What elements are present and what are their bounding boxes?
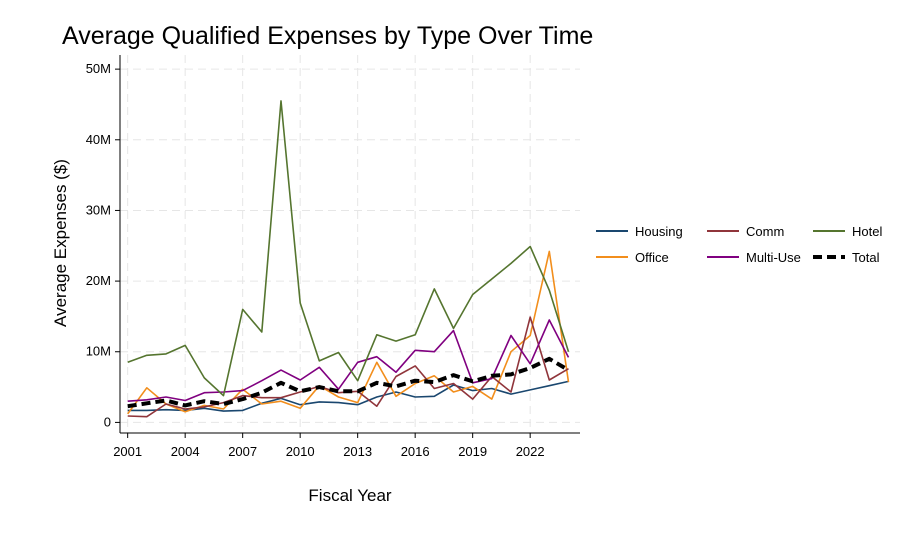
legend-label-housing: Housing [635,224,683,239]
y-tick-label: 50M [86,61,111,76]
series-line-hotel [127,100,570,397]
x-tick-label: 2019 [458,444,487,459]
y-axis-label: Average Expenses ($) [51,159,70,327]
x-axis-label: Fiscal Year [308,486,391,505]
series-lines [127,100,570,418]
x-tick-label: 2001 [113,444,142,459]
x-tick-label: 2004 [171,444,200,459]
legend-label-total: Total [852,250,880,265]
x-tick-label: 2013 [343,444,372,459]
legend: Housing Comm Hotel Office Multi-Use Total [596,224,882,265]
x-tick-label: 2007 [228,444,257,459]
chart-title: Average Qualified Expenses by Type Over … [62,22,593,50]
legend-label-comm: Comm [746,224,784,239]
y-tick-label: 10M [86,344,111,359]
x-tick-label: 2010 [286,444,315,459]
series-line-total [127,356,570,409]
legend-label-office: Office [635,250,669,265]
axes: 0 10M 20M 30M 40M 50M 2001 2004 2007 2010 2013 2016… [86,55,580,459]
x-tick-label: 2016 [401,444,430,459]
legend-label-multi-use: Multi-Use [746,250,801,265]
series-line-multi-use [127,319,570,402]
y-tick-label: 40M [86,132,111,147]
y-tick-label: 0 [104,414,111,429]
y-tick-label: 20M [86,273,111,288]
y-tick-label: 30M [86,202,111,217]
legend-label-hotel: Hotel [852,224,882,239]
x-tick-label: 2022 [516,444,545,459]
